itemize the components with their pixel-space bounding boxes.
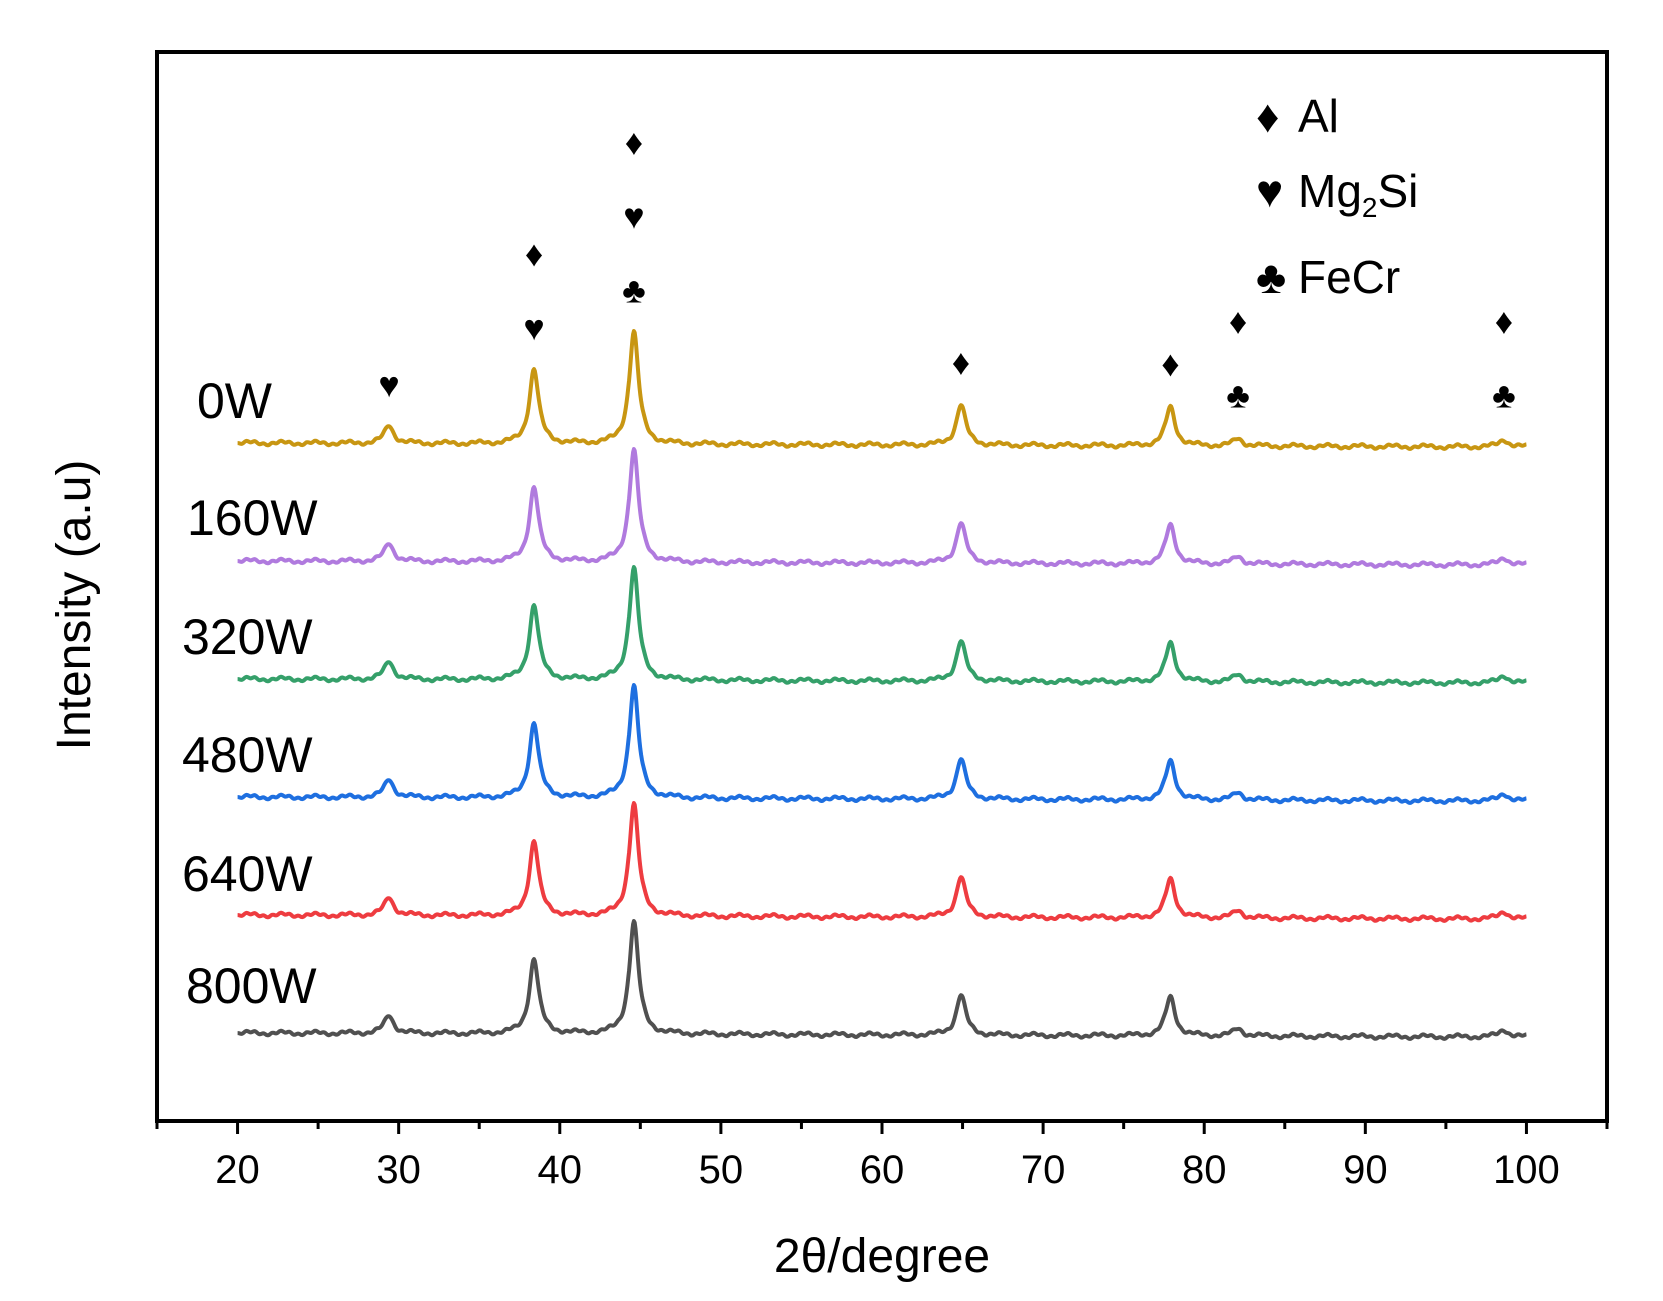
legend-sub-2: 2 (1362, 192, 1378, 223)
legend-label-fecr: FeCr (1298, 251, 1400, 303)
series-label: 800W (186, 958, 317, 1014)
series-line (236, 565, 1528, 687)
club-marker: ♣ (1226, 375, 1250, 416)
legend-symbol-club: ♣ (1256, 251, 1286, 303)
x-tick-label: 90 (1343, 1148, 1388, 1192)
heart-marker: ♥ (378, 364, 399, 405)
series-label: 480W (182, 727, 313, 783)
club-marker: ♣ (622, 270, 646, 311)
series-labels: 0W 160W 320W 480W 640W 800W (182, 373, 318, 1014)
x-tick-label: 20 (215, 1148, 260, 1192)
diamond-marker: ♦ (1495, 301, 1513, 342)
x-tick-label: 80 (1182, 1148, 1227, 1192)
series-label: 640W (182, 846, 313, 902)
legend-si: Si (1377, 165, 1418, 217)
legend-symbol-diamond: ♦ (1256, 90, 1279, 142)
diamond-marker: ♦ (525, 233, 543, 274)
diamond-marker: ♦ (1161, 343, 1179, 384)
x-tick-label: 40 (538, 1148, 583, 1192)
series-lines (236, 329, 1528, 1041)
diamond-marker: ♦ (625, 122, 643, 163)
series-line (236, 801, 1528, 923)
diamond-marker: ♦ (952, 342, 970, 383)
series-line (236, 329, 1528, 451)
x-tick-label: 70 (1021, 1148, 1066, 1192)
series-line (236, 919, 1528, 1041)
x-tick-label: 60 (860, 1148, 905, 1192)
series-line (236, 683, 1528, 805)
series-label: 0W (197, 373, 273, 429)
x-tick-label: 100 (1493, 1148, 1560, 1192)
legend-label-mg2si: Mg2Si (1298, 165, 1418, 223)
series-label: 160W (187, 490, 318, 546)
club-marker: ♣ (1492, 375, 1516, 416)
heart-marker: ♥ (623, 196, 644, 237)
x-axis-title: 2θ/degree (774, 1230, 990, 1283)
series-label: 320W (182, 609, 313, 665)
legend-label-al: Al (1298, 90, 1339, 142)
diamond-marker: ♦ (1229, 301, 1247, 342)
phase-markers: ♥♦♥♦♥♣♦ ♦♦♣♦♣ (378, 122, 1515, 416)
x-tick-label: 50 (699, 1148, 744, 1192)
x-axis-ticks: 20 30 40 50 60 70 80 90 100 (155, 1121, 1609, 1192)
legend-symbol-heart: ♥ (1256, 165, 1283, 217)
legend-mg: Mg (1298, 165, 1362, 217)
legend: ♦ Al ♥ Mg2Si ♣ FeCr (1256, 90, 1418, 303)
x-tick-label: 30 (376, 1148, 421, 1192)
y-axis-title: Intensity (a.u) (48, 460, 101, 751)
heart-marker: ♥ (523, 307, 544, 348)
series-line (236, 447, 1528, 569)
